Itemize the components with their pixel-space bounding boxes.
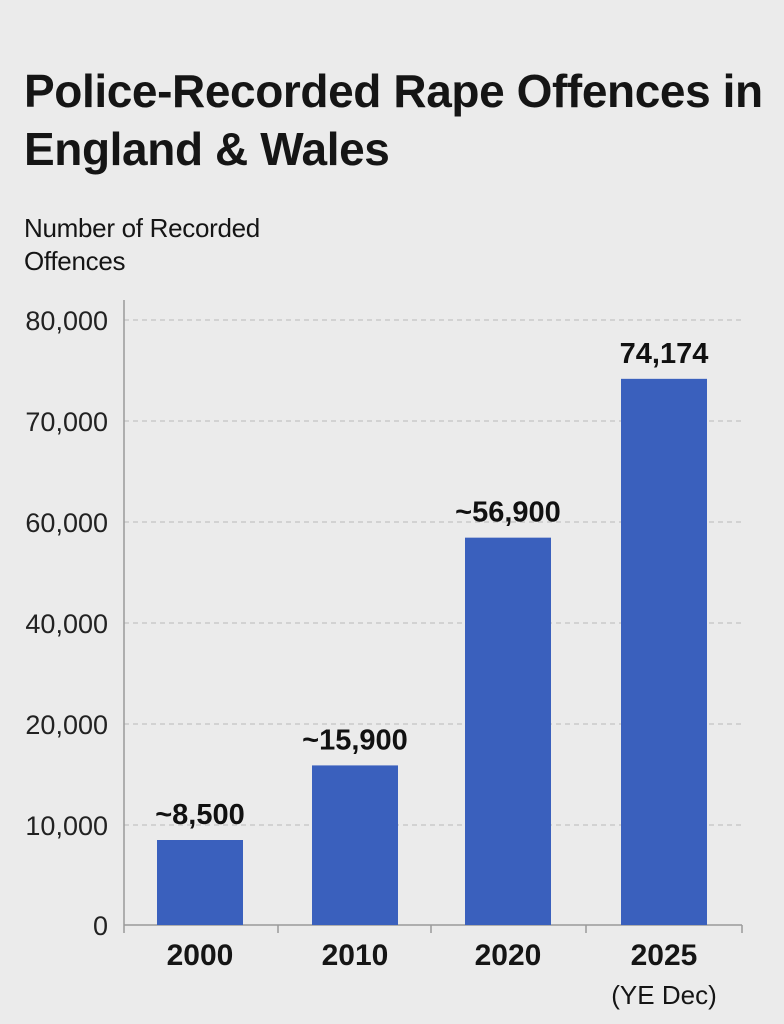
x-tick-label: 2025 bbox=[631, 939, 698, 972]
y-tick-label: 60,000 bbox=[25, 508, 108, 538]
y-tick-label: 70,000 bbox=[25, 407, 108, 437]
y-tick-label: 0 bbox=[93, 911, 108, 941]
bar bbox=[621, 378, 707, 925]
data-label: ~56,900 bbox=[455, 497, 561, 529]
bar bbox=[157, 840, 243, 925]
y-tick-label: 80,000 bbox=[25, 306, 108, 336]
bar bbox=[312, 765, 398, 925]
y-tick-label: 20,000 bbox=[25, 710, 108, 740]
y-tick-label: 10,000 bbox=[25, 811, 108, 841]
x-tick-label: 2010 bbox=[322, 939, 389, 972]
x-tick-sublabel: (YE Dec) bbox=[611, 980, 716, 1010]
y-axis-label: Number of Recorded Offences bbox=[24, 213, 260, 276]
data-label: ~15,900 bbox=[302, 724, 408, 756]
data-label: ~8,500 bbox=[155, 799, 245, 831]
x-tick-label: 2000 bbox=[167, 939, 234, 972]
bar bbox=[465, 537, 551, 925]
data-label: 74,174 bbox=[620, 338, 709, 370]
x-tick-label: 2020 bbox=[475, 939, 542, 972]
y-tick-label: 40,000 bbox=[25, 609, 108, 639]
chart-title: Police-Recorded Rape Offences in England… bbox=[24, 65, 763, 175]
